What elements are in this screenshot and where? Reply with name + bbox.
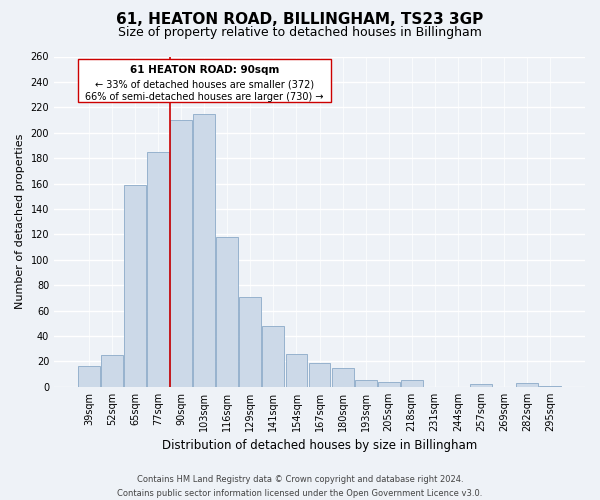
Bar — [193, 114, 215, 387]
Bar — [101, 355, 123, 387]
Bar — [262, 326, 284, 387]
Bar — [286, 354, 307, 387]
Bar — [539, 386, 561, 387]
Bar — [332, 368, 353, 387]
Bar — [401, 380, 422, 387]
Text: Contains HM Land Registry data © Crown copyright and database right 2024.
Contai: Contains HM Land Registry data © Crown c… — [118, 476, 482, 498]
Bar — [308, 362, 331, 387]
Y-axis label: Number of detached properties: Number of detached properties — [15, 134, 25, 310]
Text: 66% of semi-detached houses are larger (730) →: 66% of semi-detached houses are larger (… — [85, 92, 323, 102]
FancyBboxPatch shape — [77, 59, 331, 102]
Bar — [170, 120, 192, 387]
Bar — [78, 366, 100, 387]
Bar — [377, 382, 400, 387]
Text: 61 HEATON ROAD: 90sqm: 61 HEATON ROAD: 90sqm — [130, 66, 279, 76]
Text: ← 33% of detached houses are smaller (372): ← 33% of detached houses are smaller (37… — [95, 80, 314, 90]
Bar — [217, 237, 238, 387]
Text: Size of property relative to detached houses in Billingham: Size of property relative to detached ho… — [118, 26, 482, 39]
Bar — [124, 185, 146, 387]
Bar — [516, 383, 538, 387]
Bar — [239, 296, 262, 387]
Bar — [355, 380, 377, 387]
Bar — [470, 384, 492, 387]
Text: 61, HEATON ROAD, BILLINGHAM, TS23 3GP: 61, HEATON ROAD, BILLINGHAM, TS23 3GP — [116, 12, 484, 28]
Bar — [147, 152, 169, 387]
X-axis label: Distribution of detached houses by size in Billingham: Distribution of detached houses by size … — [162, 440, 477, 452]
